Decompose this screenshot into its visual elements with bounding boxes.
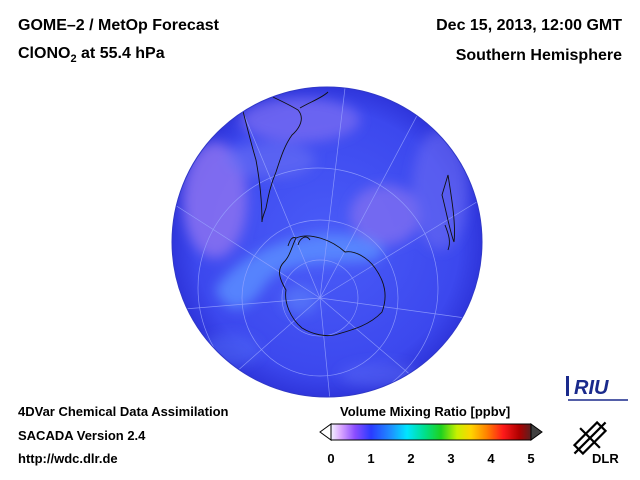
title-instrument: GOME–2 / MetOp Forecast: [18, 17, 219, 34]
riu-logo: RIU: [566, 376, 628, 401]
species-prefix: ClONO: [18, 45, 71, 62]
colorbar-tick: 1: [367, 451, 375, 466]
title-region: Southern Hemisphere: [455, 47, 622, 64]
dlr-logo-text: DLR: [592, 451, 619, 466]
title-datetime: Dec 15, 2013, 12:00 GMT: [436, 17, 622, 34]
antarctic-peninsula: [287, 237, 297, 247]
species-suffix: at 55.4 hPa: [76, 45, 165, 62]
footer-method: 4DVar Chemical Data Assimilation: [18, 404, 229, 419]
colorbar: [319, 423, 543, 441]
footer-url[interactable]: http://wdc.dlr.de: [18, 451, 118, 466]
footer-version: SACADA Version 2.4: [18, 428, 146, 443]
riu-logo-text: RIU: [574, 377, 609, 399]
concentration-field: [183, 98, 468, 387]
coastlines: [239, 89, 455, 337]
weddell-inlet: [297, 236, 311, 246]
species-subscript: 2: [70, 53, 77, 65]
south-america-north-coast: [299, 91, 329, 109]
graticule: [172, 87, 481, 397]
globe-rim: [171, 86, 483, 398]
africa-coast: [441, 174, 455, 243]
antarctica-coast: [279, 235, 386, 337]
colorbar-low-arrow: [319, 423, 332, 441]
south-america-west-coast: [239, 99, 263, 223]
colorbar-tick: 0: [327, 451, 335, 466]
colorbar-tick: 2: [407, 451, 415, 466]
globe: [171, 86, 483, 398]
madagascar: [444, 224, 450, 251]
title-species: ClONO2 at 55.4 hPa: [18, 45, 165, 65]
colorbar-tick: 3: [447, 451, 455, 466]
colorbar-high-arrow: [530, 423, 543, 441]
dlr-logo: DLR: [572, 420, 619, 466]
south-america-coast: [257, 89, 302, 223]
colorbar-title: Volume Mixing Ratio [ppbv]: [340, 404, 511, 419]
colorbar-tick: 5: [527, 451, 535, 466]
colorbar-ramp: [330, 423, 532, 441]
colorbar-tick: 4: [487, 451, 495, 466]
